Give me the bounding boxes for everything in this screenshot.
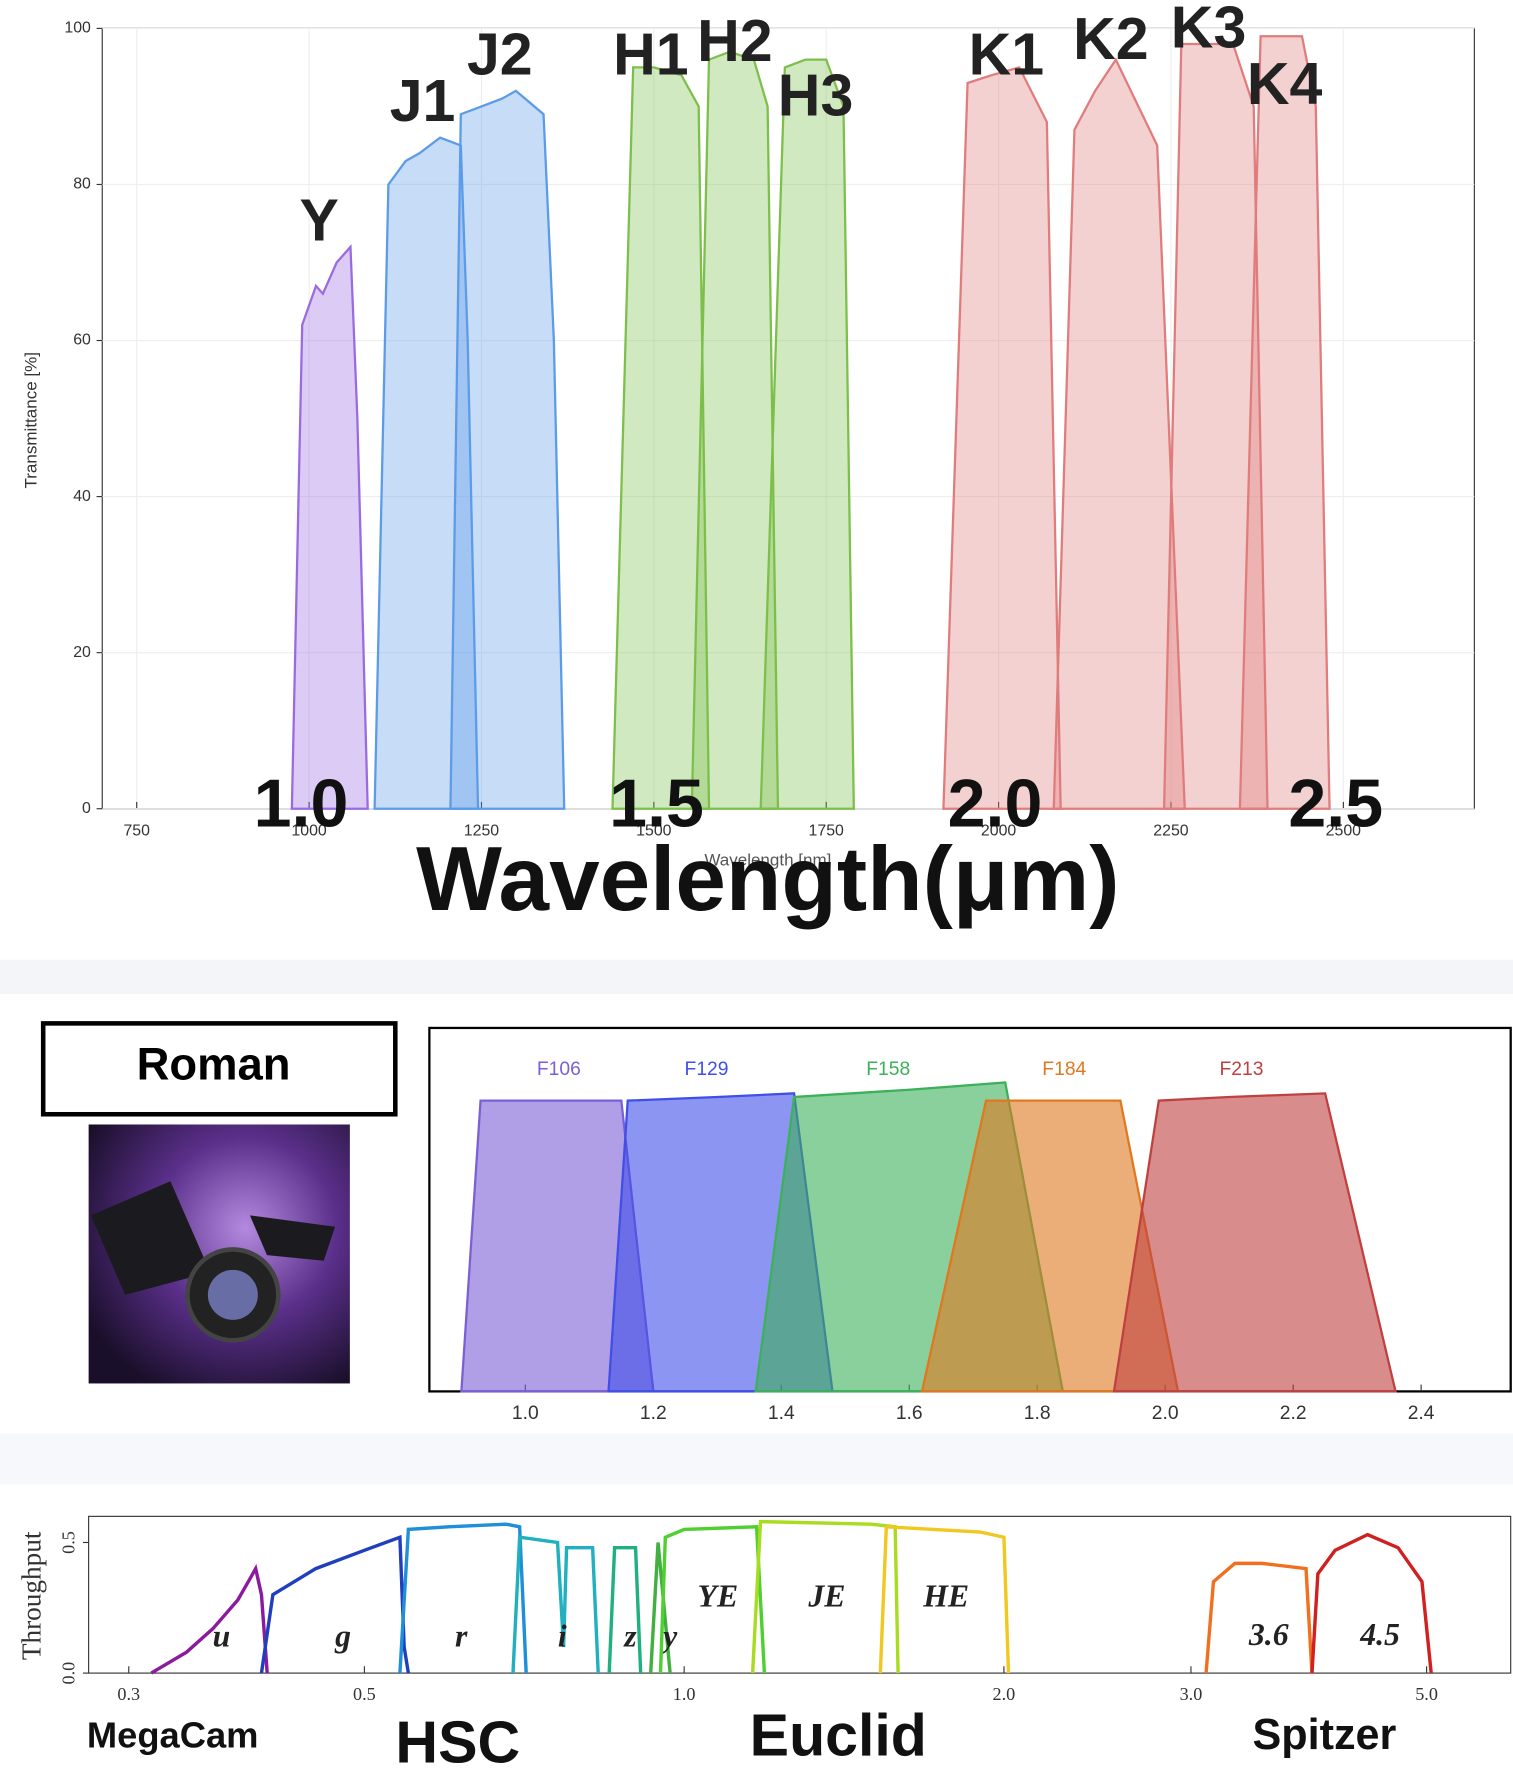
series-label: HE <box>922 1579 969 1614</box>
x-tick-label: 2.2 <box>1280 1403 1307 1424</box>
annotation: Wavelength(μm) <box>416 829 1119 930</box>
series-label: H2 <box>697 8 772 74</box>
series-label: F213 <box>1220 1059 1264 1080</box>
throughput-line <box>878 1525 1011 1674</box>
x-tick-label: 2250 <box>1153 823 1189 840</box>
plot-frame <box>88 1515 1512 1674</box>
throughput-line <box>511 1535 600 1674</box>
separator <box>0 959 1513 994</box>
series-label: 4.5 <box>1359 1617 1400 1652</box>
throughput-line <box>398 1522 528 1674</box>
x-tick-label: 0.3 <box>117 1684 140 1704</box>
y-axis-label: Throughput <box>16 1531 46 1660</box>
x-tick-label: 2.0 <box>1152 1403 1179 1424</box>
x-tick-label: 1000 <box>291 823 327 840</box>
annotation: Spitzer <box>1252 1711 1396 1759</box>
x-tick-label: 2.0 <box>993 1684 1016 1704</box>
series-label: r <box>455 1618 468 1653</box>
y-axis-label: Transmittance [%] <box>21 352 40 488</box>
x-tick-label: 2.4 <box>1408 1403 1435 1424</box>
series-label: F129 <box>685 1059 729 1080</box>
filter-area <box>449 89 566 810</box>
y-tick-label: 100 <box>64 20 91 37</box>
series-label: J2 <box>467 22 533 88</box>
filter-area <box>1238 35 1331 810</box>
throughput-line <box>648 1542 672 1674</box>
annotation: Euclid <box>750 1703 927 1769</box>
series-label: H3 <box>778 63 853 129</box>
series-label: 3.6 <box>1248 1617 1289 1652</box>
filter-area <box>290 244 369 810</box>
x-tick-label: 1750 <box>809 823 845 840</box>
throughput-line <box>1310 1532 1433 1674</box>
series-label: F158 <box>866 1059 910 1080</box>
x-tick-label: 2500 <box>1326 823 1362 840</box>
series-label: H1 <box>613 22 688 88</box>
series-label: YE <box>698 1579 739 1614</box>
throughput-line <box>259 1534 411 1674</box>
series-label: K1 <box>969 22 1044 88</box>
series-label: JE <box>807 1579 845 1614</box>
y-tick-label: 40 <box>73 488 91 505</box>
annotation: 1.0 <box>254 766 349 842</box>
y-tick-label: 60 <box>73 332 91 349</box>
series-label: z <box>623 1618 637 1653</box>
annotation: 1.5 <box>609 766 704 842</box>
x-tick-label: 1.0 <box>512 1403 539 1424</box>
y-tick-label: 20 <box>73 644 91 661</box>
filter-area <box>759 58 855 810</box>
series-label: g <box>334 1618 351 1653</box>
throughput-line <box>750 1519 900 1674</box>
series-label: u <box>213 1618 231 1653</box>
series-label: i <box>558 1618 567 1653</box>
x-tick-label: 0.5 <box>353 1684 376 1704</box>
x-tick-label: 1.6 <box>896 1403 923 1424</box>
y-tick-label: 80 <box>73 176 91 193</box>
filter-area <box>1112 1092 1397 1393</box>
series-label: K4 <box>1247 51 1323 117</box>
throughput-line <box>150 1563 269 1675</box>
x-tick-label: 1.4 <box>768 1403 795 1424</box>
filter-area <box>942 66 1062 810</box>
series-label: K2 <box>1073 6 1148 72</box>
title-box <box>40 1021 398 1117</box>
annotation: 2.5 <box>1288 766 1383 842</box>
x-tick-label: 5.0 <box>1415 1684 1438 1704</box>
annotation: HSC <box>395 1710 520 1776</box>
throughput-line <box>1204 1561 1314 1674</box>
y-tick-label: 0.5 <box>59 1531 79 1554</box>
y-tick-label: 0 <box>82 800 91 817</box>
series-label: F184 <box>1042 1059 1086 1080</box>
x-tick-label: 2000 <box>981 823 1017 840</box>
separator <box>0 1433 1513 1485</box>
series-label: Y <box>300 187 339 253</box>
series-label: J1 <box>390 68 456 134</box>
throughput-line <box>607 1545 643 1674</box>
x-axis-label: Wavelength [nm] <box>704 850 831 869</box>
x-tick-label: 3.0 <box>1180 1684 1203 1704</box>
x-tick-label: 1.2 <box>640 1403 667 1424</box>
series-label: y <box>659 1618 678 1653</box>
series-label: K3 <box>1171 0 1246 60</box>
y-tick-label: 0.0 <box>59 1662 79 1685</box>
x-tick-label: 1250 <box>464 823 500 840</box>
x-tick-label: 1.0 <box>673 1684 696 1704</box>
series-label: F106 <box>537 1059 581 1080</box>
x-tick-label: 1500 <box>636 823 672 840</box>
annotation: MegaCam <box>87 1714 259 1755</box>
filter-area <box>1052 57 1186 810</box>
roman-image <box>88 1124 350 1384</box>
annotation: 2.0 <box>948 766 1043 842</box>
roman-title: Roman <box>137 1039 291 1090</box>
x-tick-label: 750 <box>123 823 150 840</box>
x-tick-label: 1.8 <box>1024 1403 1051 1424</box>
